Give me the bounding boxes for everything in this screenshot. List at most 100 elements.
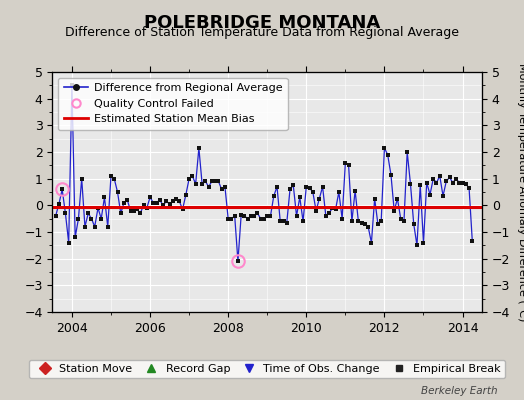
Point [315,196,323,202]
Point [286,186,294,192]
Point [143,205,151,211]
Point [419,240,428,246]
Point [449,180,457,186]
Point [325,210,333,216]
Point [247,213,255,219]
Point [172,196,180,202]
Point [126,208,135,214]
Point [370,196,379,202]
Point [146,194,154,200]
Point [201,178,210,184]
Point [241,213,249,219]
Point [110,176,118,182]
Point [289,182,298,188]
Point [276,218,285,224]
Point [244,216,252,222]
Point [361,221,369,227]
Point [253,210,261,216]
Point [400,218,408,224]
Point [279,218,288,224]
Point [91,224,99,230]
Point [191,181,200,187]
Point [136,210,145,216]
Point [71,234,79,240]
Legend: Station Move, Record Gap, Time of Obs. Change, Empirical Break: Station Move, Record Gap, Time of Obs. C… [29,360,505,378]
Point [74,216,83,222]
Text: Berkeley Earth: Berkeley Earth [421,386,498,396]
Point [397,216,405,222]
Point [104,224,112,230]
Point [139,202,148,208]
Point [81,224,89,230]
Point [322,213,330,219]
Point [367,240,376,246]
Point [331,206,340,212]
Point [107,173,115,179]
Point [94,205,102,211]
Point [129,208,138,214]
Point [387,172,395,178]
Point [292,213,301,219]
Point [221,184,229,190]
Point [393,196,401,202]
Point [263,213,271,219]
Point [214,178,223,184]
Point [357,220,366,226]
Point [273,184,281,190]
Point [377,218,385,224]
Point [384,152,392,158]
Point [224,216,232,222]
Point [169,198,177,204]
Point [149,200,158,206]
Point [54,201,63,207]
Point [166,201,174,207]
Point [455,180,464,186]
Point [88,216,96,222]
Point [208,178,216,184]
Point [364,224,373,230]
Point [410,221,418,227]
Point [152,200,161,206]
Point [159,202,167,208]
Point [84,210,92,216]
Point [282,220,291,226]
Point [445,174,454,180]
Point [422,180,431,186]
Point [123,197,132,203]
Point [296,194,304,200]
Point [439,193,447,199]
Point [465,185,473,191]
Text: POLEBRIDGE MONTANA: POLEBRIDGE MONTANA [144,14,380,32]
Point [299,218,307,224]
Point [413,242,421,248]
Point [432,180,441,186]
Point [305,185,314,191]
Point [426,192,434,198]
Point [231,213,239,219]
Point [335,189,343,195]
Point [188,173,196,179]
Point [78,176,86,182]
Y-axis label: Monthly Temperature Anomaly Difference (°C): Monthly Temperature Anomaly Difference (… [517,63,524,321]
Point [61,210,70,216]
Point [211,178,220,184]
Point [182,192,190,198]
Point [51,213,60,219]
Point [344,162,353,168]
Point [217,186,226,192]
Point [64,240,73,246]
Point [234,258,242,264]
Point [116,210,125,216]
Point [120,200,128,206]
Point [341,160,350,166]
Point [162,198,170,204]
Point [328,205,336,211]
Point [156,197,164,203]
Point [468,238,476,244]
Point [68,82,76,88]
Point [403,149,411,155]
Point [195,145,203,151]
Point [348,218,356,224]
Point [113,189,122,195]
Point [390,208,398,214]
